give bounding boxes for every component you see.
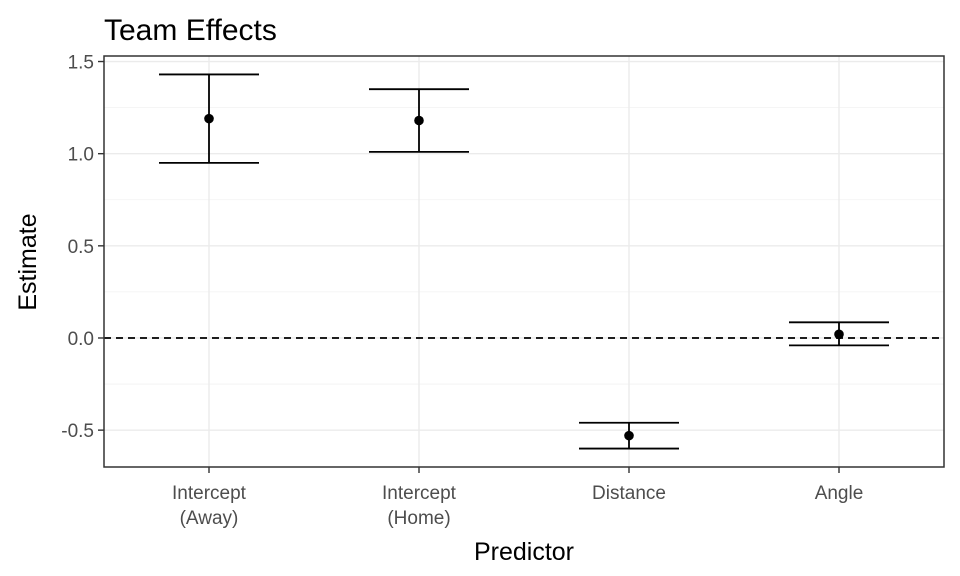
chart-title: Team Effects bbox=[104, 14, 277, 47]
x-tick-label: Angle bbox=[815, 483, 864, 504]
x-tick-label: Intercept bbox=[382, 483, 457, 504]
marks bbox=[159, 73, 889, 450]
x-tick-label: (Away) bbox=[180, 508, 239, 529]
y-axis: -0.5 0.0 0.5 1.0 1.5 bbox=[61, 53, 104, 442]
estimate-point bbox=[414, 115, 424, 126]
x-tick-label: (Home) bbox=[387, 508, 450, 529]
errorbar-group bbox=[159, 73, 259, 164]
x-axis: Intercept (Away) Intercept (Home) Distance An… bbox=[172, 467, 863, 529]
x-tick-label: Intercept bbox=[172, 483, 247, 504]
estimate-point bbox=[834, 329, 844, 340]
y-tick-label: -0.5 bbox=[61, 421, 94, 442]
grid bbox=[104, 56, 944, 467]
x-tick-label: Distance bbox=[592, 483, 666, 504]
y-tick-label: 0.0 bbox=[68, 329, 94, 350]
errorbar-group bbox=[579, 421, 679, 450]
y-tick-label: 0.5 bbox=[68, 237, 94, 258]
errorbar-group bbox=[369, 88, 469, 153]
estimate-point bbox=[204, 113, 214, 124]
estimate-point bbox=[624, 430, 634, 441]
panel-border bbox=[103, 55, 945, 468]
y-tick-label: 1.5 bbox=[68, 53, 94, 74]
y-axis-title: Estimate bbox=[14, 213, 42, 310]
x-axis-title: Predictor bbox=[474, 538, 574, 566]
errorbar-group bbox=[789, 321, 889, 347]
y-tick-label: 1.0 bbox=[68, 145, 94, 166]
